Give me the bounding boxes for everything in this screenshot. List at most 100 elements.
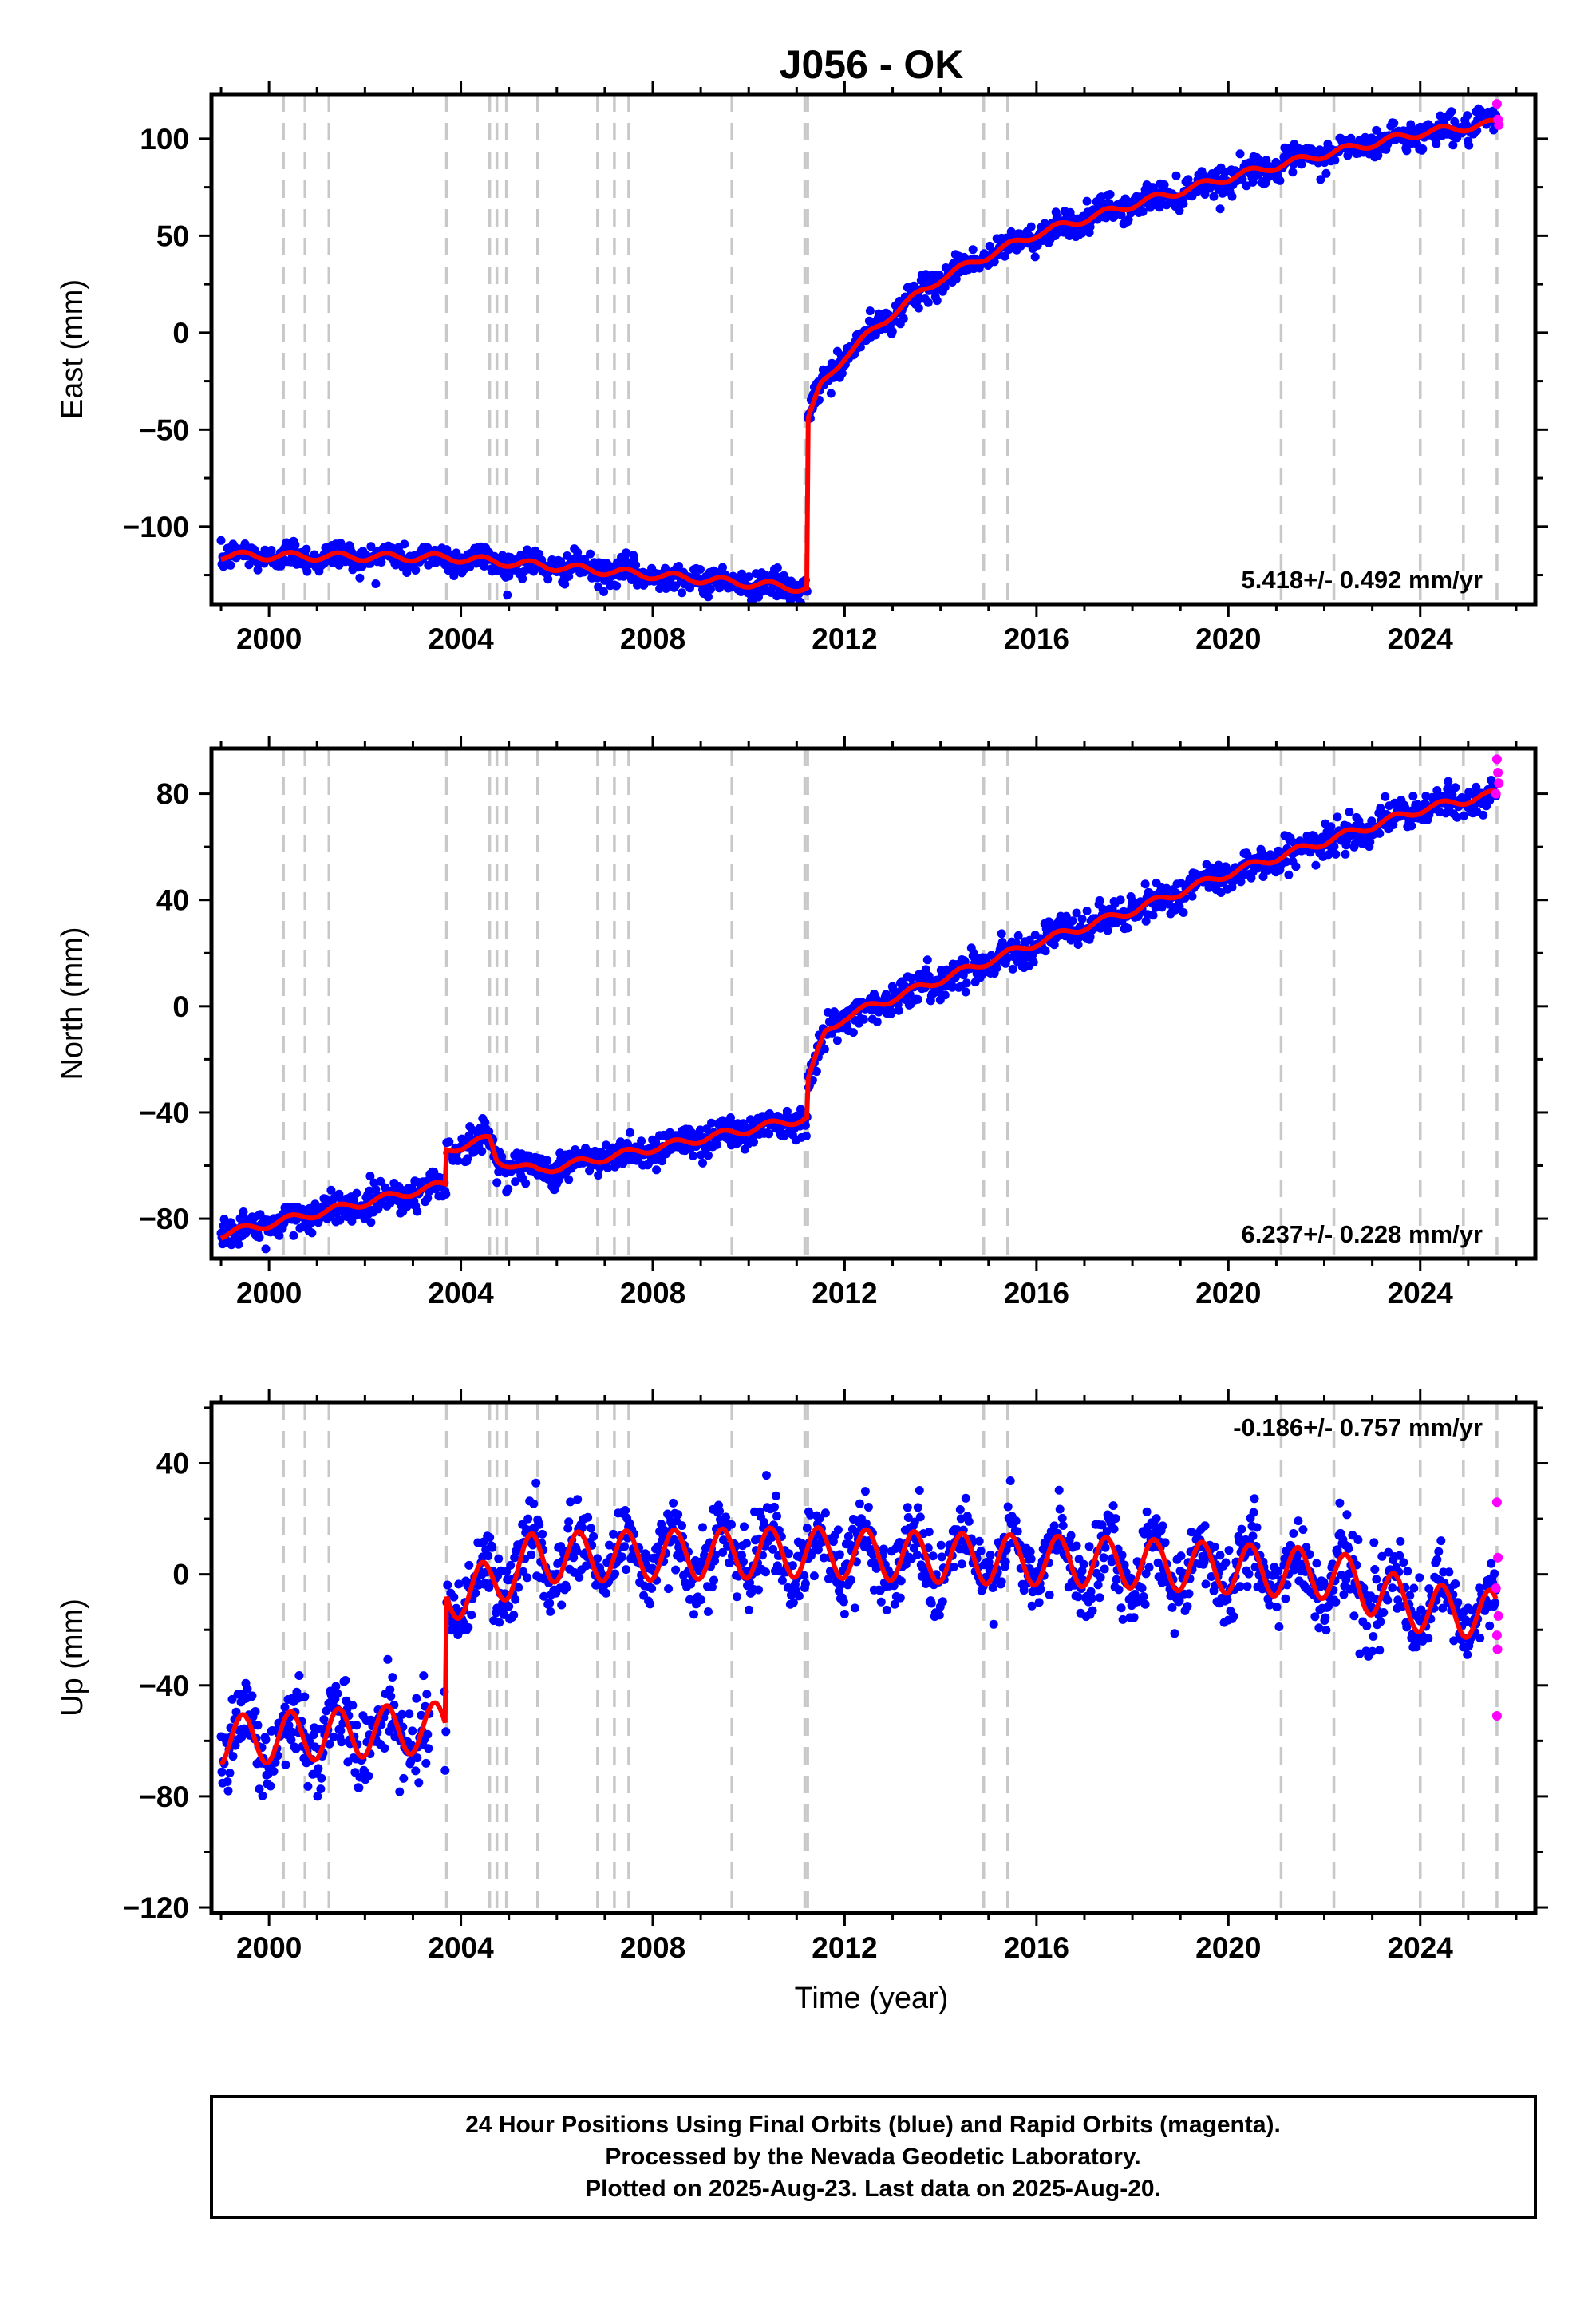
- data-point: [572, 1547, 582, 1555]
- x-tick-label: 2016: [1004, 1931, 1069, 1964]
- data-point: [269, 1766, 279, 1776]
- data-point: [1095, 1593, 1104, 1603]
- data-point: [354, 1783, 364, 1792]
- data-point: [234, 1239, 243, 1249]
- data-point: [546, 1607, 555, 1616]
- data-point: [915, 1512, 925, 1522]
- y-tick-label: 0: [172, 317, 189, 350]
- data-point: [733, 1592, 741, 1602]
- x-tick-label: 2016: [1004, 1277, 1069, 1310]
- data-point: [408, 1726, 417, 1736]
- rapid-point: [1492, 1644, 1503, 1654]
- data-point: [1072, 908, 1081, 918]
- data-point: [768, 1544, 777, 1554]
- data-point: [745, 1605, 753, 1614]
- data-point: [1349, 1611, 1359, 1621]
- data-point: [484, 1551, 493, 1561]
- data-point: [1408, 792, 1418, 801]
- data-point: [557, 1600, 567, 1610]
- data-point: [383, 1654, 393, 1664]
- data-point: [843, 1531, 853, 1541]
- x-tick-label: 2024: [1388, 1931, 1454, 1964]
- data-point: [423, 1193, 433, 1203]
- rapid-point: [1491, 788, 1501, 799]
- rapid-point: [1493, 1611, 1503, 1621]
- data-point: [704, 592, 713, 602]
- data-point: [488, 1543, 497, 1552]
- data-point: [504, 1184, 513, 1194]
- data-point: [1155, 203, 1164, 212]
- data-point: [1026, 1555, 1036, 1563]
- rapid-point: [1491, 99, 1502, 109]
- data-point: [239, 1207, 248, 1216]
- data-point: [609, 1529, 618, 1539]
- data-point: [518, 574, 527, 583]
- data-point: [1049, 940, 1059, 950]
- data-point: [492, 1178, 502, 1188]
- data-point: [366, 1218, 376, 1227]
- plot-frame: [209, 1400, 1538, 1915]
- data-point: [1244, 1569, 1254, 1579]
- data-point: [1485, 796, 1495, 805]
- data-point: [1179, 199, 1188, 208]
- figure-title: J056 - OK: [780, 42, 964, 87]
- data-point: [646, 1599, 655, 1609]
- data-point: [528, 1540, 538, 1550]
- data-point: [1491, 1599, 1500, 1607]
- x-tick-label: 2008: [620, 1277, 685, 1310]
- data-point: [253, 565, 263, 575]
- data-point: [539, 1591, 549, 1601]
- data-point: [440, 1765, 450, 1775]
- data-point: [1082, 907, 1092, 915]
- data-point: [216, 536, 226, 545]
- rapid-point: [1493, 767, 1503, 777]
- data-point: [899, 314, 908, 323]
- data-point: [923, 298, 933, 307]
- data-point: [697, 1595, 705, 1605]
- y-tick-label: 0: [172, 990, 189, 1023]
- data-point: [1389, 118, 1399, 128]
- data-point: [1084, 1542, 1094, 1551]
- data-point: [1129, 1613, 1139, 1622]
- data-point: [371, 579, 381, 588]
- data-point: [247, 1691, 257, 1701]
- data-point: [671, 1565, 681, 1575]
- data-point: [674, 1510, 683, 1520]
- data-point: [704, 1151, 713, 1160]
- data-point: [228, 1752, 238, 1761]
- data-point: [850, 1603, 859, 1613]
- data-point: [1284, 870, 1294, 879]
- data-point: [936, 1540, 946, 1550]
- final-orbit-points: [216, 104, 1501, 604]
- data-point: [523, 1514, 533, 1524]
- data-point: [463, 1154, 472, 1164]
- data-point: [689, 1610, 698, 1619]
- data-point: [829, 1007, 839, 1017]
- data-point: [1224, 1546, 1234, 1555]
- rapid-point: [1494, 120, 1504, 130]
- data-point: [964, 1516, 974, 1526]
- data-point: [1297, 160, 1306, 169]
- data-point: [424, 1744, 433, 1753]
- data-point: [1026, 222, 1036, 231]
- data-point: [1068, 916, 1077, 926]
- data-point: [708, 1583, 717, 1592]
- data-point: [990, 257, 999, 267]
- data-point: [314, 1764, 323, 1773]
- data-point: [506, 553, 516, 562]
- data-point: [529, 1499, 539, 1508]
- data-point: [352, 1188, 361, 1198]
- data-point: [543, 1156, 552, 1165]
- data-point: [836, 1579, 846, 1589]
- data-point: [658, 1156, 667, 1166]
- data-point: [894, 1006, 903, 1015]
- data-point: [986, 1551, 995, 1559]
- data-point: [1104, 199, 1114, 208]
- y-axis-label: Up (mm): [56, 1599, 89, 1717]
- data-point: [1227, 192, 1237, 201]
- data-point: [510, 1553, 519, 1563]
- data-point: [1444, 777, 1453, 786]
- data-point: [1013, 1527, 1022, 1536]
- data-point: [1451, 783, 1460, 792]
- data-point: [1415, 1573, 1424, 1583]
